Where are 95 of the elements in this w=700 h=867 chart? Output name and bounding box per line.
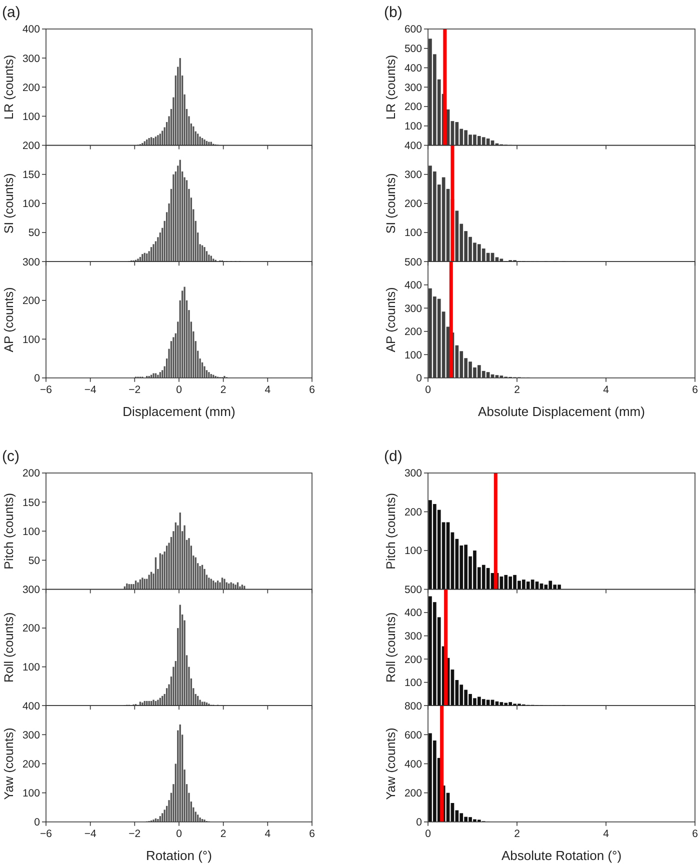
y-tick-label: 500	[404, 256, 422, 268]
y-tick-label: 300	[404, 302, 422, 315]
y-tick-label: 500	[404, 43, 422, 56]
y-tick-label: 100	[22, 662, 40, 674]
x-tick-label: 2	[514, 384, 520, 396]
y-tick-label: 600	[404, 24, 422, 36]
y-tick-label: 300	[22, 584, 40, 596]
x-tick-label: 0	[425, 828, 432, 840]
y-tick-label: 0	[416, 816, 422, 829]
y-tick-label: 300	[22, 256, 40, 268]
y-axis-title: SI (counts)	[2, 173, 16, 234]
y-axis-title: LR (counts)	[384, 54, 398, 120]
y-axis-title: Pitch (counts)	[384, 492, 398, 570]
y-tick-label: 200	[22, 468, 40, 480]
y-tick-label: 200	[22, 82, 40, 94]
x-axis-title: Absolute Rotation (°)	[501, 848, 622, 863]
x-tick-label: 6	[309, 384, 316, 396]
y-tick-label: 0	[34, 372, 40, 385]
y-axis-title: AP (counts)	[384, 287, 398, 352]
y-tick-label: 400	[404, 280, 422, 292]
y-tick-label: 400	[404, 140, 422, 152]
x-tick-label: 2	[220, 828, 226, 840]
y-tick-label: 200	[22, 758, 40, 770]
x-axis-title: Displacement (mm)	[122, 404, 236, 419]
y-tick-label: 400	[22, 24, 40, 36]
x-axis-title: Absolute Displacement (mm)	[478, 404, 645, 419]
y-tick-label: 600	[404, 729, 422, 742]
y-tick-label: 0	[416, 372, 422, 385]
y-tick-label: 400	[22, 700, 40, 712]
y-tick-label: 300	[22, 729, 40, 742]
y-tick-label: 200	[404, 788, 422, 800]
y-tick-label: 150	[22, 496, 40, 509]
chart-title: (b)	[384, 4, 402, 21]
x-tick-label: −4	[84, 828, 96, 840]
y-tick-label: 300	[404, 169, 422, 182]
y-tick-label: 100	[404, 227, 422, 240]
x-tick-label: 4	[264, 828, 271, 840]
x-tick-label: 4	[264, 384, 271, 396]
y-tick-label: 300	[22, 52, 40, 65]
x-tick-label: 0	[425, 384, 432, 396]
y-axis-title: Yaw (counts)	[384, 728, 398, 800]
y-tick-label: 300	[404, 82, 422, 94]
chart-title: (c)	[2, 448, 20, 465]
y-axis-title: AP (counts)	[2, 287, 16, 352]
y-tick-label: 50	[28, 554, 40, 567]
y-tick-label: 100	[22, 110, 40, 123]
chart-title: (a)	[2, 4, 20, 21]
x-tick-label: −2	[128, 384, 141, 396]
y-tick-label: 400	[404, 62, 422, 74]
y-tick-label: 200	[22, 295, 40, 308]
y-axis-title: LR (counts)	[2, 54, 16, 120]
y-tick-label: 200	[404, 506, 422, 518]
x-tick-label: 0	[176, 828, 182, 840]
y-tick-label: 200	[404, 654, 422, 666]
y-tick-label: 100	[22, 526, 40, 538]
x-tick-label: −6	[40, 384, 52, 396]
y-tick-label: 200	[22, 622, 40, 635]
x-tick-label: 4	[603, 828, 610, 840]
y-axis-title: Roll (counts)	[2, 612, 16, 683]
x-tick-label: 2	[514, 828, 520, 840]
x-tick-label: −2	[128, 828, 141, 840]
y-tick-label: 100	[22, 198, 40, 210]
y-tick-label: 400	[404, 758, 422, 770]
y-tick-label: 100	[404, 677, 422, 690]
y-tick-label: 100	[404, 545, 422, 558]
y-tick-label: 800	[404, 700, 422, 712]
y-axis-title: Roll (counts)	[384, 612, 398, 683]
chart-title: (d)	[384, 448, 402, 465]
y-tick-label: 300	[404, 468, 422, 480]
y-tick-label: 500	[404, 584, 422, 596]
y-tick-label: 100	[404, 349, 422, 362]
y-tick-label: 0	[34, 816, 40, 829]
y-tick-label: 100	[404, 120, 422, 133]
y-tick-label: 200	[404, 198, 422, 210]
y-axis-title: SI (counts)	[384, 173, 398, 234]
y-axis-title: Yaw (counts)	[2, 728, 16, 800]
x-tick-label: 6	[692, 384, 698, 396]
x-axis-title: Rotation (°)	[146, 848, 212, 863]
y-tick-label: 200	[22, 140, 40, 152]
x-tick-label: 0	[176, 384, 182, 396]
x-tick-label: −4	[84, 384, 96, 396]
y-tick-label: 100	[22, 334, 40, 346]
y-tick-label: 200	[404, 101, 422, 114]
x-tick-label: −6	[40, 828, 52, 840]
y-tick-label: 50	[28, 227, 40, 240]
x-tick-label: 6	[309, 828, 316, 840]
y-tick-label: 200	[404, 326, 422, 338]
x-tick-label: 6	[692, 828, 698, 840]
x-tick-label: 2	[220, 384, 226, 396]
y-tick-label: 300	[404, 630, 422, 642]
x-tick-label: 4	[603, 384, 610, 396]
y-tick-label: 150	[22, 169, 40, 182]
y-axis-title: Pitch (counts)	[2, 492, 16, 570]
y-tick-label: 400	[404, 607, 422, 620]
y-tick-label: 100	[22, 788, 40, 800]
